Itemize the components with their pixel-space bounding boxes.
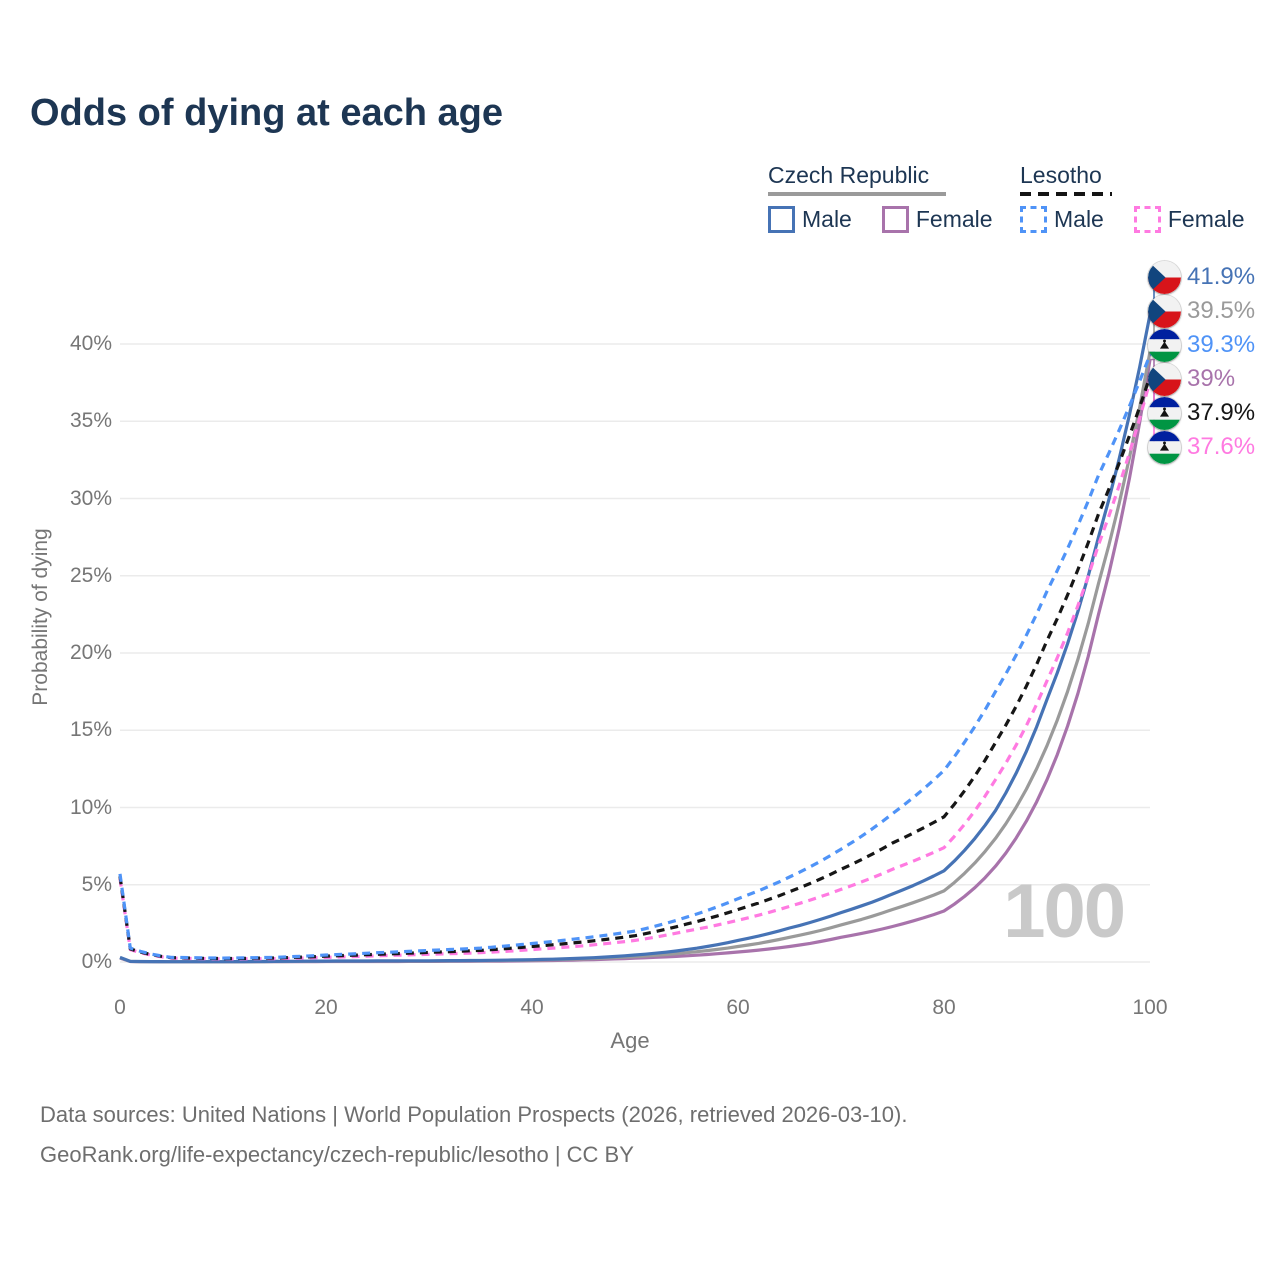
- end-label-czech-republic-male: 41.9%: [1148, 260, 1255, 294]
- legend-item-lesotho-female[interactable]: Female: [1133, 206, 1245, 233]
- x-tick-80: 80: [932, 996, 956, 1019]
- legend-swatch-icon: [1020, 206, 1047, 233]
- y-tick-0pct: 0%: [81, 950, 112, 973]
- legend-group-czech-republic: Czech Republic Male Female: [768, 162, 1023, 233]
- czech-republic-flag: [1148, 362, 1181, 396]
- czech-republic-flag-icon: [1148, 294, 1181, 328]
- end-label-value: 37.6%: [1187, 433, 1256, 460]
- footer-data-sources: Data sources: United Nations | World Pop…: [40, 1102, 908, 1127]
- legend-swatch-icon: [768, 206, 795, 233]
- series-line-czech-republic-male[interactable]: [119, 314, 1152, 964]
- x-tick-0: 0: [114, 996, 126, 1019]
- age-counter-watermark: 100: [1003, 869, 1126, 954]
- end-label-value: 39.5%: [1187, 297, 1256, 324]
- y-tick-5pct: 5%: [81, 872, 112, 896]
- legend-item-label: Male: [1054, 206, 1104, 232]
- czech-republic-flag-icon: [1148, 260, 1181, 294]
- x-tick-60: 60: [726, 996, 750, 1019]
- y-tick-10pct: 10%: [69, 795, 112, 819]
- end-label-lesotho-both-sexes: 37.9%: [1148, 396, 1255, 430]
- legend-item-label: Female: [915, 206, 993, 232]
- y-tick-15pct: 15%: [69, 718, 112, 742]
- footer-attribution: GeoRank.org/life-expectancy/czech-republ…: [40, 1142, 634, 1167]
- lesotho-flag-icon: [1148, 328, 1181, 362]
- y-tick-30pct: 30%: [69, 486, 112, 510]
- legend-group-title[interactable]: Lesotho: [1020, 162, 1102, 188]
- y-tick-35pct: 35%: [69, 409, 112, 433]
- x-axis-title: Age: [610, 1028, 650, 1053]
- end-label-value: 41.9%: [1187, 263, 1256, 290]
- end-label-lesotho-female: 37.6%: [1148, 430, 1255, 464]
- lesotho-flag-icon: [1148, 396, 1181, 430]
- czech-republic-flag-icon: [1148, 362, 1181, 396]
- legend-item-label: Male: [802, 206, 852, 232]
- end-label-czech-republic-female: 39%: [1148, 362, 1235, 396]
- end-label-value: 39.3%: [1187, 331, 1256, 358]
- y-tick-25pct: 25%: [69, 563, 112, 587]
- end-label-lesotho-male: 39.3%: [1148, 328, 1255, 362]
- end-label-value: 37.9%: [1187, 399, 1256, 426]
- lesotho-flag: [1148, 328, 1181, 362]
- end-label-value: 39%: [1187, 365, 1236, 392]
- x-tick-100: 100: [1132, 996, 1168, 1019]
- y-tick-20pct: 20%: [69, 641, 112, 664]
- legend-swatch-icon: [1133, 206, 1161, 233]
- legend-dashed-line-sample: [1020, 192, 1112, 196]
- lesotho-flag: [1148, 430, 1181, 464]
- x-tick-40: 40: [520, 996, 544, 1019]
- legend-group-lesotho: Lesotho Male Female: [1020, 162, 1275, 233]
- legend-item-lesotho-male[interactable]: Male: [1020, 206, 1104, 233]
- page-title: Odds of dying at each age: [30, 92, 503, 134]
- legend-item-label: Female: [1167, 206, 1245, 232]
- y-tick-40pct: 40%: [69, 332, 112, 355]
- lesotho-flag: [1148, 396, 1181, 430]
- legend-item-czech-republic-female[interactable]: Female: [881, 206, 993, 233]
- legend-group-title[interactable]: Czech Republic: [768, 162, 930, 188]
- czech-republic-flag: [1148, 294, 1181, 328]
- lesotho-flag-icon: [1148, 430, 1181, 464]
- legend-swatch-icon: [881, 206, 909, 233]
- x-tick-20: 20: [314, 996, 338, 1019]
- end-label-czech-republic-both-sexes: 39.5%: [1148, 294, 1255, 328]
- czech-republic-flag: [1148, 260, 1181, 294]
- legend-solid-line-sample: [768, 192, 946, 196]
- legend-item-czech-republic-male[interactable]: Male: [768, 206, 852, 233]
